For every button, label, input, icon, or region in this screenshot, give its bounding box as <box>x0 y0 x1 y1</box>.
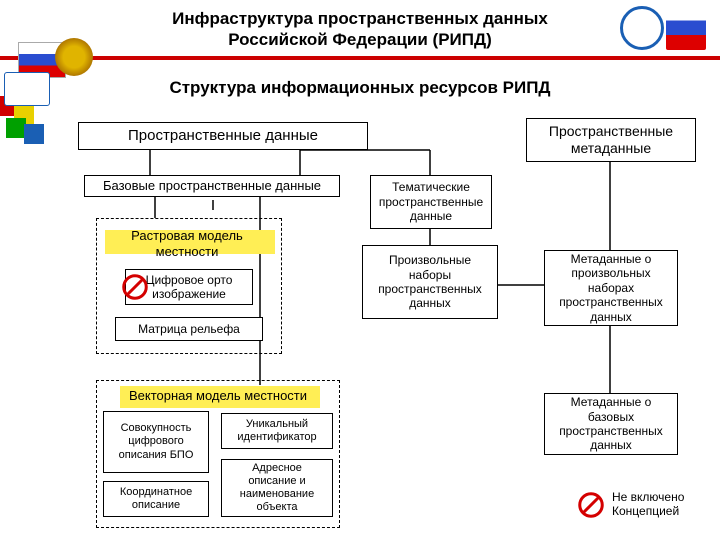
box-unique-id: Уникальный идентификатор <box>221 413 333 449</box>
box-base-spatial: Базовые пространственные данные <box>84 175 340 197</box>
legend: Не включено Концепцией <box>576 490 692 520</box>
box-relief-matrix: Матрица рельефа <box>115 317 263 341</box>
box-digital-desc: Совокупность цифрового описания БПО <box>103 411 209 473</box>
logo-right <box>618 6 708 54</box>
box-address-desc: Адресное описание и наименование объекта <box>221 459 333 517</box>
title-line-2: Российской Федерации (РИПД) <box>228 30 492 49</box>
box-digital-ortho: Цифровое орто изображение <box>125 269 253 305</box>
coat-of-arms-icon <box>55 38 93 76</box>
logo-flag-icon <box>666 6 706 50</box>
box-arbitrary-sets: Произвольные наборы пространственных дан… <box>362 245 498 319</box>
logo-circle-icon <box>620 6 664 50</box>
legend-label: Не включено Концепцией <box>612 491 692 519</box>
square-blue-icon <box>24 124 44 144</box>
box-spatial-meta: Пространственные метаданные <box>526 118 696 162</box>
box-meta-base: Метаданные о базовых пространственных да… <box>544 393 678 455</box>
container-raster: Растровая модель местности Цифровое орто… <box>96 218 282 354</box>
box-coord-desc: Координатное описание <box>103 481 209 517</box>
title-line-1: Инфраструктура пространственных данных <box>172 9 548 28</box>
subtitle: Структура информационных ресурсов РИПД <box>0 78 720 98</box>
main-title: Инфраструктура пространственных данных Р… <box>0 8 720 51</box>
box-spatial-data: Пространственные данные <box>78 122 368 150</box>
label-raster-model: Растровая модель местности <box>107 227 267 261</box>
box-meta-arbitrary: Метаданные о произвольных наборах простр… <box>544 250 678 326</box>
square-green-icon <box>6 118 26 138</box>
prohibit-icon <box>120 272 150 302</box>
label-vector-model: Векторная модель местности <box>111 385 325 407</box>
slide-header: Инфраструктура пространственных данных Р… <box>0 0 720 60</box>
container-vector: Векторная модель местности Совокупность … <box>96 380 340 528</box>
prohibit-icon <box>576 490 606 520</box>
box-thematic: Тематические пространственные данные <box>370 175 492 229</box>
ministry-badge-icon <box>4 72 50 106</box>
